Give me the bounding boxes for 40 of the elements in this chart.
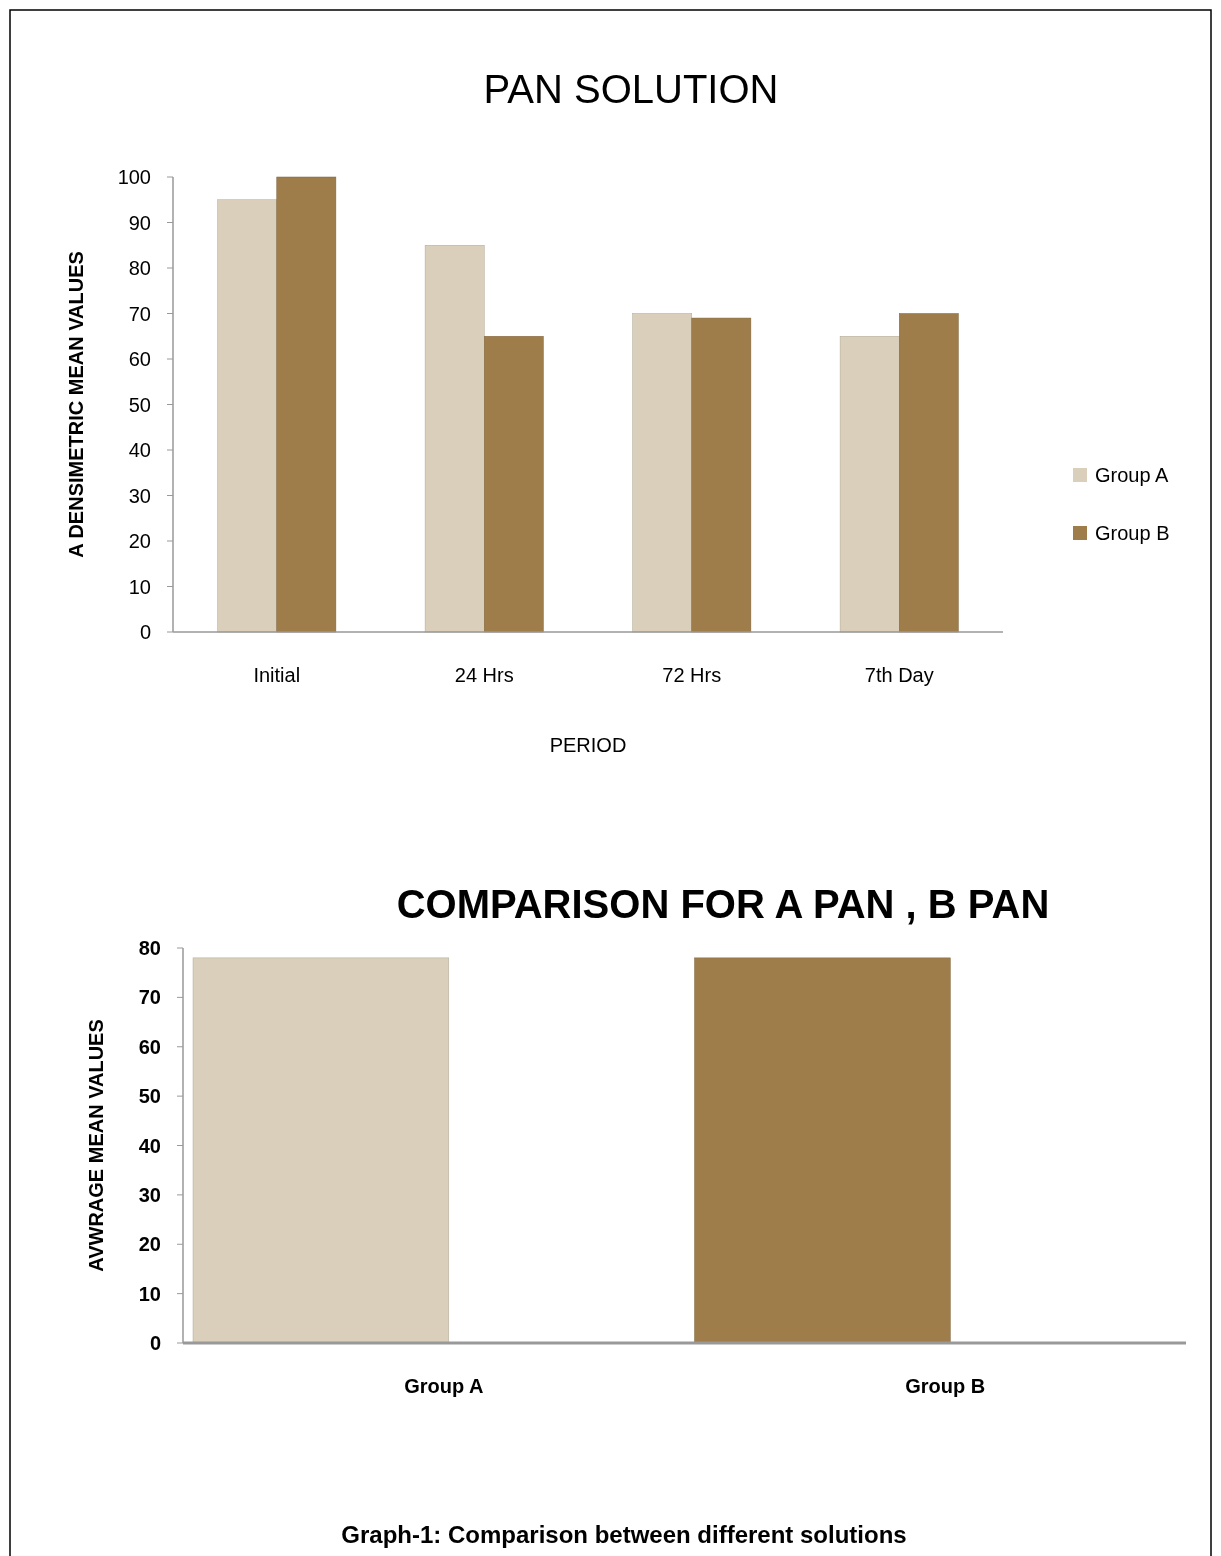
y-tick-label: 20 [138, 1233, 161, 1256]
y-tick-label: 30 [138, 1183, 161, 1206]
x-tick-label: 24 Hrs [454, 664, 514, 686]
chart-title: PAN SOLUTION [483, 67, 779, 111]
y-tick-label: 50 [138, 1085, 161, 1108]
x-tick-label: 7th Day [864, 664, 934, 686]
bar [424, 245, 485, 633]
bar [691, 317, 752, 633]
legend-label: Group B [1095, 522, 1170, 544]
y-tick-label: 10 [138, 1282, 161, 1305]
x-axis-title: PERIOD [549, 734, 627, 756]
y-tick-label: 60 [128, 348, 151, 370]
text: Graph-1: Comparison between different solutions [341, 1521, 907, 1548]
x-tick-label: 72 Hrs [662, 664, 722, 686]
bar [632, 313, 692, 633]
y-tick-label: 0 [139, 621, 151, 643]
y-tick-label: 0 [149, 1332, 161, 1354]
y-tick-label: 80 [138, 937, 161, 959]
bar [217, 199, 277, 633]
y-tick-label: 70 [138, 986, 161, 1009]
bar [899, 313, 959, 633]
y-tick-label: 90 [128, 211, 151, 234]
y-tick-label: 60 [138, 1035, 161, 1058]
x-tick-label: Initial [253, 664, 301, 686]
y-tick-label: 10 [128, 575, 151, 598]
y-tick-label: 70 [128, 302, 151, 325]
y-tick-label: 40 [128, 439, 151, 461]
y-tick-label: 80 [128, 257, 151, 279]
y-tick-label: 50 [128, 393, 151, 416]
y-tick-label: 30 [128, 484, 151, 507]
y-axis-title: AVWRAGE MEAN VALUES [85, 1019, 107, 1272]
legend-label: Group A [1095, 464, 1170, 486]
y-tick-label: 40 [138, 1134, 161, 1157]
y-axis-title: A DENSIMETRIC MEAN VALUES [65, 251, 87, 558]
bar [839, 336, 900, 633]
bar [276, 176, 337, 633]
y-tick-label: 20 [128, 530, 151, 552]
bar [484, 336, 544, 633]
y-tick-label: 100 [117, 166, 151, 188]
chart-title: COMPARISON FOR A PAN , B PAN [396, 882, 1050, 926]
